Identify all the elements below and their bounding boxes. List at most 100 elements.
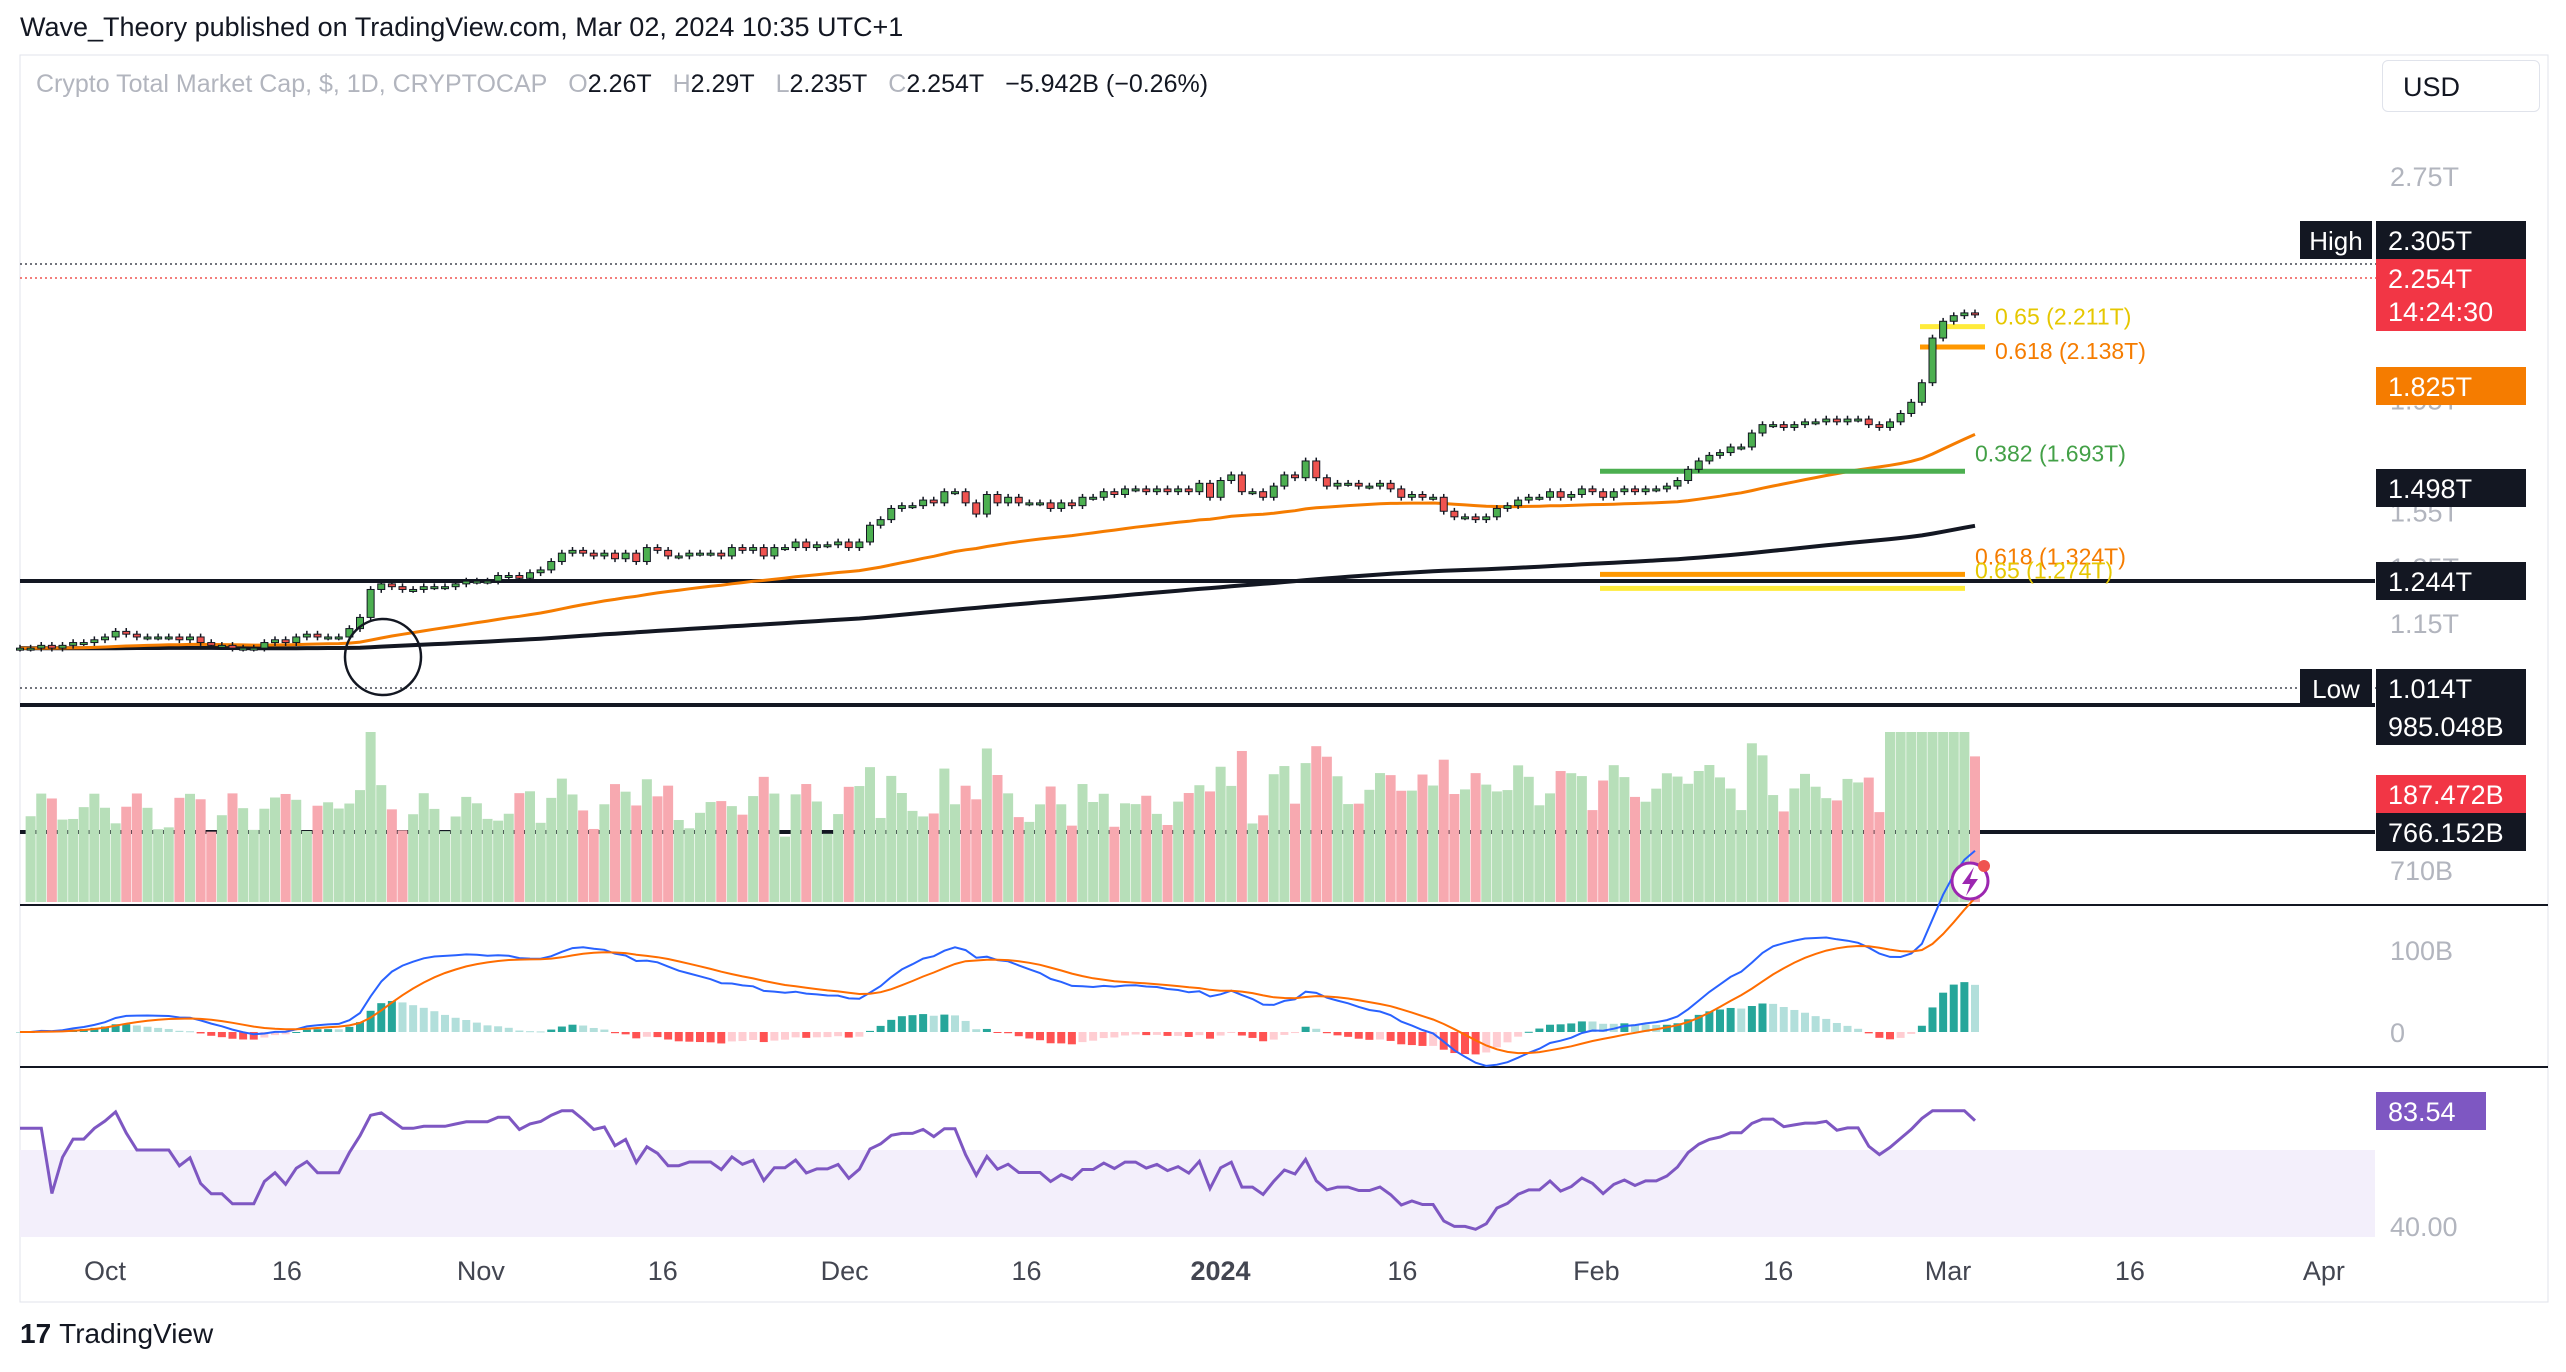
volume-bar <box>365 732 376 902</box>
macd-histogram-bar <box>589 1027 598 1032</box>
macd-histogram-bar <box>324 1029 333 1032</box>
candle-body <box>132 633 141 638</box>
candle-body <box>1546 491 1554 498</box>
candle-body <box>1152 488 1161 493</box>
volume-bar <box>248 829 259 902</box>
candle-body <box>802 541 811 549</box>
moving-averages <box>19 433 1976 651</box>
volume-bar <box>440 831 450 902</box>
volume-bar <box>1141 795 1152 902</box>
volume-bar <box>992 775 1003 902</box>
volume-bar <box>769 793 780 902</box>
volume-bar <box>546 797 557 902</box>
candle-body <box>37 644 46 649</box>
candle-body <box>1673 480 1682 487</box>
price-marker-countdown: 14:24:30 <box>2388 297 2493 327</box>
candle-body <box>1195 482 1204 493</box>
volume-bar <box>163 827 174 902</box>
time-axis[interactable]: Oct 16 Nov 16 Dec 16 2024 16 Feb 16 Mar 16 Apr <box>84 1256 2345 1286</box>
macd-histogram-bar <box>1843 1025 1852 1032</box>
price-marker-box <box>2376 469 2526 507</box>
macd-histogram-bar <box>1227 1032 1236 1033</box>
macd-histogram-bar <box>1514 1032 1523 1037</box>
alert-icon[interactable] <box>1950 860 1990 901</box>
macd-histogram-bar <box>1312 1028 1321 1032</box>
volume-bar <box>1013 817 1024 902</box>
volume-bar <box>386 809 397 902</box>
candle-body <box>526 572 534 579</box>
price-marker-box <box>2376 562 2526 600</box>
candle-body <box>1110 491 1119 495</box>
candle-body <box>249 647 258 651</box>
macd-histogram-bar <box>1758 1003 1767 1032</box>
candle-body <box>1237 474 1246 493</box>
volume-bar <box>461 796 472 902</box>
volume-bar <box>1024 821 1035 902</box>
macd-histogram-bar <box>1067 1032 1076 1045</box>
macd-histogram-bar <box>1716 1009 1724 1032</box>
candle-body <box>398 586 407 590</box>
price-marker-label: Low <box>2312 674 2360 704</box>
price-marker-value: 2.305T <box>2388 226 2472 256</box>
rsi-marker-box <box>2376 1092 2486 1130</box>
volume-bar <box>1608 765 1619 902</box>
volume-bar <box>100 807 110 902</box>
candle-body <box>16 647 24 651</box>
volume-bar <box>418 793 429 902</box>
golden-cross-circle[interactable] <box>343 617 423 697</box>
volume-bar <box>652 796 663 902</box>
macd-histogram-bar <box>1822 1018 1831 1032</box>
macd-histogram-bar <box>1928 1007 1937 1032</box>
candle-body <box>1758 424 1767 434</box>
tradingview-brand[interactable]: 17 TradingView <box>20 1318 213 1350</box>
ema-50-line <box>19 433 1976 650</box>
candle-body <box>58 644 67 649</box>
volume-bar <box>1959 732 1970 902</box>
macd-histogram-bar <box>802 1032 811 1038</box>
candle-body <box>1662 485 1671 490</box>
volume-bar <box>1460 789 1470 902</box>
candle-body <box>1471 516 1480 521</box>
volume-bar <box>641 779 652 902</box>
macd-histogram-bar <box>1662 1024 1671 1032</box>
price-axis[interactable]: 2.75T1.95T1.55T1.35T1.15T2.305THigh2.254… <box>2300 162 2526 1242</box>
candle-body <box>1322 477 1331 487</box>
candle-body <box>897 505 906 509</box>
candle-body <box>536 569 545 574</box>
candle-body <box>387 583 396 588</box>
time-axis-label: 16 <box>2115 1256 2145 1286</box>
macd-histogram-bar <box>1429 1032 1438 1046</box>
macd-histogram-bar <box>1694 1014 1703 1032</box>
macd-histogram-bar <box>568 1024 577 1032</box>
macd-histogram-bar <box>1471 1032 1480 1055</box>
volume-bar <box>1130 804 1141 902</box>
price-axis-label: 1.15T <box>2390 609 2459 639</box>
currency-button[interactable]: USD <box>2382 60 2540 112</box>
time-axis-label: Nov <box>457 1256 506 1286</box>
volume-bar <box>673 820 684 902</box>
macd-histogram-bar <box>781 1032 789 1040</box>
macd-histogram-bar <box>1152 1032 1161 1035</box>
candle-body <box>738 547 747 551</box>
macd-histogram-bar <box>1524 1031 1533 1033</box>
volume-bar <box>1502 790 1513 902</box>
fibonacci-levels[interactable]: 0.65 (2.211T) 0.618 (2.138T) 0.382 (1.693T… <box>1600 304 2146 591</box>
macd-histogram-bar <box>239 1032 248 1040</box>
candle-body <box>1832 418 1841 423</box>
volume-bar <box>1938 732 1949 902</box>
volume-bar <box>1449 794 1460 902</box>
macd-histogram-bar <box>409 1005 418 1032</box>
candle-body <box>759 547 768 557</box>
macd-histogram-bar <box>1886 1032 1894 1040</box>
candle-body <box>749 547 758 551</box>
volume-bar <box>1162 824 1173 902</box>
volume-bar <box>1194 785 1205 902</box>
volume-bar <box>865 767 875 902</box>
symbol-name[interactable]: Crypto Total Market Cap, $, 1D, CRYPTOCA… <box>36 70 548 98</box>
candle-body <box>1206 482 1214 498</box>
candle-body <box>1801 421 1809 426</box>
volume-bar <box>1226 785 1237 902</box>
macd-pane <box>16 850 1979 1067</box>
volume-bar <box>1343 804 1354 902</box>
